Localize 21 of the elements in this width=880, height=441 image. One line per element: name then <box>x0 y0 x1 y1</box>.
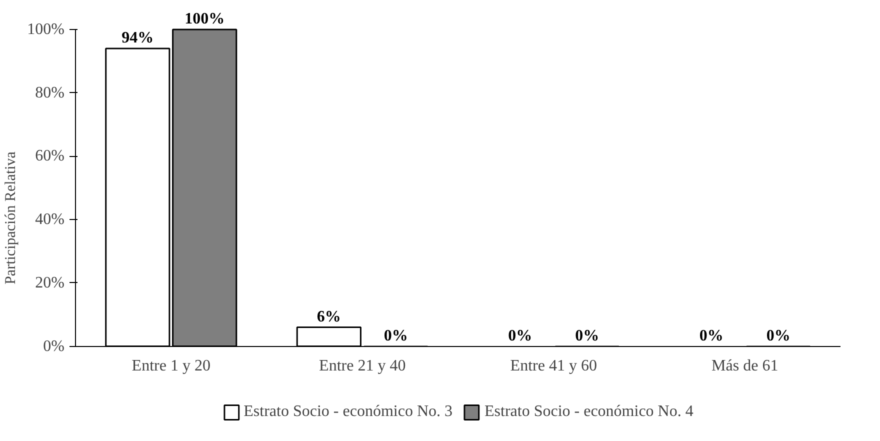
x-tick-label: Entre 1 y 20 <box>132 357 210 374</box>
data-label: 0% <box>508 327 532 344</box>
y-tick-label: 40% <box>35 211 64 228</box>
data-label: 0% <box>575 327 600 344</box>
legend-label: Estrato Socio - económico No. 4 <box>484 403 694 421</box>
y-tick-label: 20% <box>35 274 64 292</box>
y-tick-label: 80% <box>35 84 64 102</box>
x-tick-label: Más de 61 <box>712 357 778 374</box>
data-label: 6% <box>316 308 341 326</box>
y-tick-label: 60% <box>35 148 64 165</box>
data-label: 0% <box>384 327 408 344</box>
data-label: 100% <box>184 10 225 28</box>
data-label: 94% <box>122 30 154 47</box>
y-axis-title: Participación Relativa <box>3 151 20 284</box>
data-label: 0% <box>699 327 724 344</box>
y-tick-label: 0% <box>43 338 64 355</box>
legend-label: Estrato Socio - económico No. 3 <box>244 403 452 421</box>
x-tick-label: Entre 41 y 60 <box>510 357 597 374</box>
y-tick-label: 100% <box>27 21 64 38</box>
data-label: 0% <box>766 327 790 344</box>
x-tick-label: Entre 21 y 40 <box>319 357 406 374</box>
